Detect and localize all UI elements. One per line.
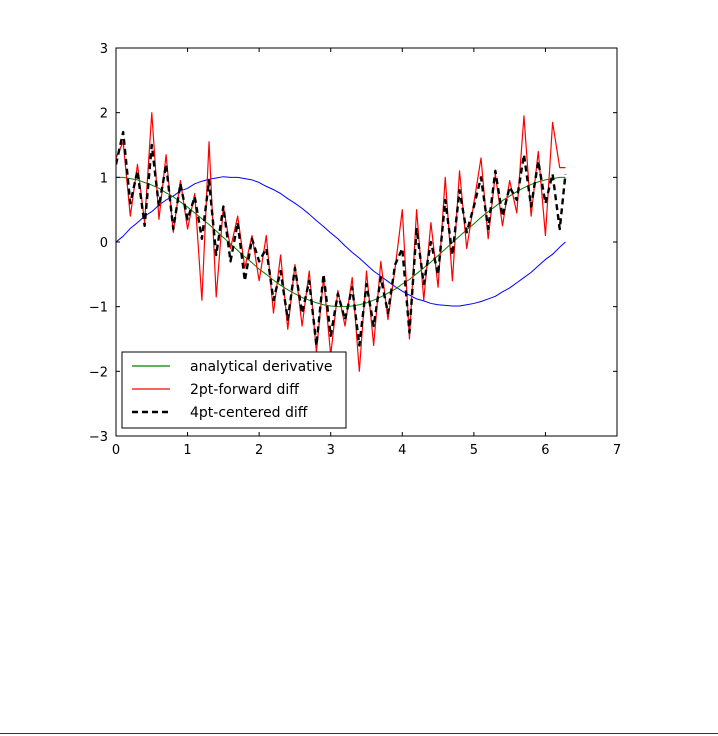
- y-tick-label: 3: [100, 42, 108, 57]
- series-layer: [116, 112, 567, 372]
- unlabeled-series-line: [116, 176, 566, 307]
- y-tick-label: −3: [89, 430, 108, 445]
- x-tick-label: 0: [112, 443, 120, 458]
- x-tick-label: 3: [327, 443, 335, 458]
- tick-layer: 0 1 2 3 4 5 6 7 3 2 1 0 −1 −2 −3: [89, 42, 621, 458]
- legend-label-analytical-derivative: analytical derivative: [190, 359, 333, 375]
- legend-label-2pt-forward-diff: 2pt-forward diff: [190, 382, 299, 398]
- y-tick-label: 2: [100, 107, 108, 122]
- y-tick-label: 0: [100, 236, 108, 251]
- x-tick-label: 1: [183, 443, 191, 458]
- legend-label-4pt-centered-diff: 4pt-centered diff: [190, 405, 308, 421]
- x-tick-label: 6: [541, 443, 549, 458]
- y-tick-label: −1: [89, 301, 108, 316]
- 4pt-centered-diff-line: [116, 130, 567, 347]
- legend: analytical derivative 2pt-forward diff 4…: [121, 351, 347, 429]
- y-tick-label: 1: [100, 171, 108, 186]
- x-tick-label: 5: [470, 443, 478, 458]
- y-tick-label: −2: [89, 365, 108, 380]
- x-tick-label: 2: [255, 443, 263, 458]
- x-tick-label: 4: [398, 443, 406, 458]
- x-tick-label: 7: [613, 443, 621, 458]
- legend-box: [121, 351, 347, 429]
